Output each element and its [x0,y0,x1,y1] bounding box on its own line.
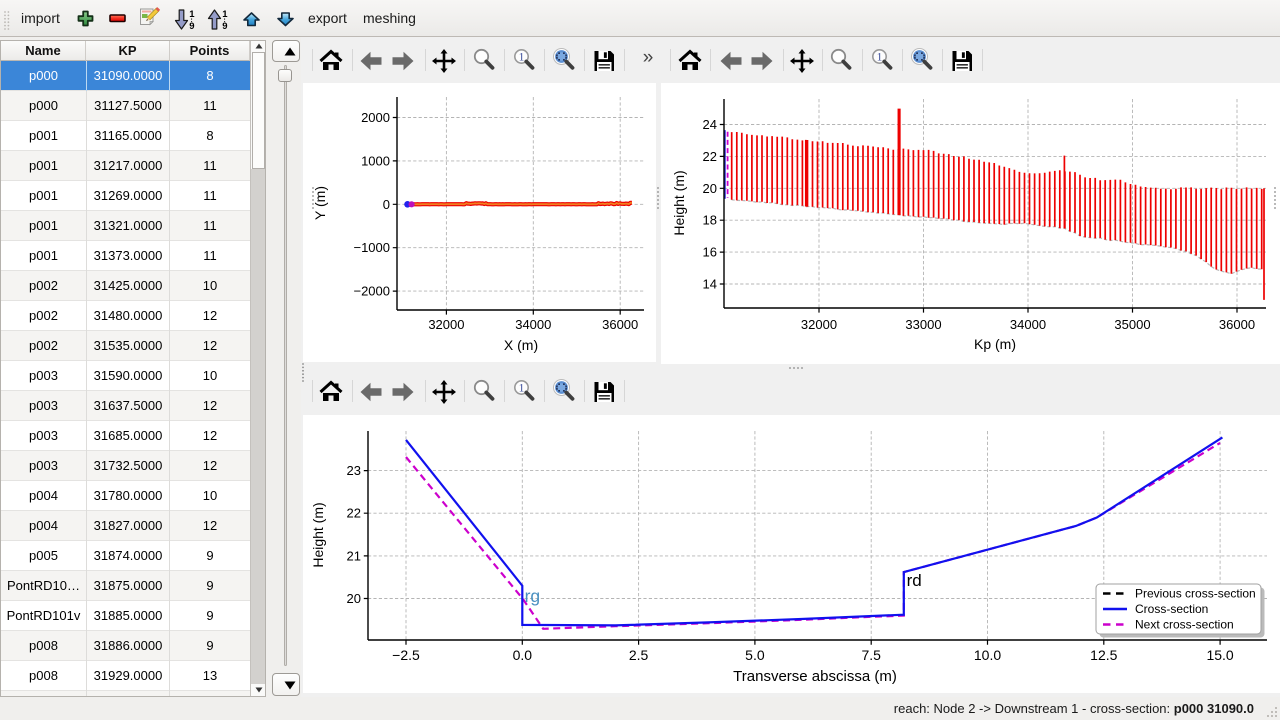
svg-text:Kp (m): Kp (m) [974,336,1016,352]
svg-text:Height (m): Height (m) [671,170,687,235]
svg-text:7.5: 7.5 [861,647,881,663]
svg-text:9: 9 [222,21,227,30]
svg-text:Y (m): Y (m) [312,186,328,220]
svg-text:1: 1 [519,383,525,395]
svg-text:rd: rd [907,571,922,590]
svg-text:Cross-section: Cross-section [1135,602,1208,616]
svg-text:0.0: 0.0 [513,647,533,663]
svg-text:20: 20 [703,181,717,196]
svg-text:1: 1 [877,52,883,64]
svg-text:23: 23 [347,463,361,478]
svg-text:10.0: 10.0 [974,647,1001,663]
svg-text:−2.5: −2.5 [392,647,420,663]
svg-text:20: 20 [347,591,361,606]
svg-text:18: 18 [703,213,717,228]
svg-text:36000: 36000 [1219,317,1255,332]
svg-text:1: 1 [519,52,525,64]
svg-text:Next cross-section: Next cross-section [1135,618,1234,632]
svg-text:Height (m): Height (m) [310,502,326,567]
svg-text:14: 14 [703,277,717,292]
svg-text:33000: 33000 [905,317,941,332]
svg-text:24: 24 [703,117,717,132]
svg-text:X (m): X (m) [504,337,538,353]
svg-text:16: 16 [703,245,717,260]
svg-text:2000: 2000 [361,110,390,125]
svg-text:22: 22 [347,506,361,521]
svg-text:2.5: 2.5 [629,647,649,663]
svg-text:Previous cross-section: Previous cross-section [1135,587,1256,601]
svg-text:32000: 32000 [428,317,464,332]
svg-text:32000: 32000 [801,317,837,332]
svg-text:rg: rg [525,586,541,606]
svg-text:34000: 34000 [515,317,551,332]
svg-text:5.0: 5.0 [745,647,765,663]
svg-text:0: 0 [383,197,390,212]
svg-text:12.5: 12.5 [1090,647,1117,663]
svg-text:35000: 35000 [1114,317,1150,332]
svg-text:36000: 36000 [602,317,638,332]
svg-text:1000: 1000 [361,153,390,168]
svg-text:1: 1 [222,9,228,20]
svg-text:−2000: −2000 [353,284,390,299]
svg-text:34000: 34000 [1010,317,1046,332]
svg-text:9: 9 [189,21,194,30]
svg-text:21: 21 [347,548,361,563]
svg-text:15.0: 15.0 [1206,647,1233,663]
svg-text:Transverse abscissa (m): Transverse abscissa (m) [733,668,897,685]
svg-text:−1000: −1000 [353,240,390,255]
svg-text:1: 1 [189,9,195,20]
svg-text:22: 22 [703,149,717,164]
